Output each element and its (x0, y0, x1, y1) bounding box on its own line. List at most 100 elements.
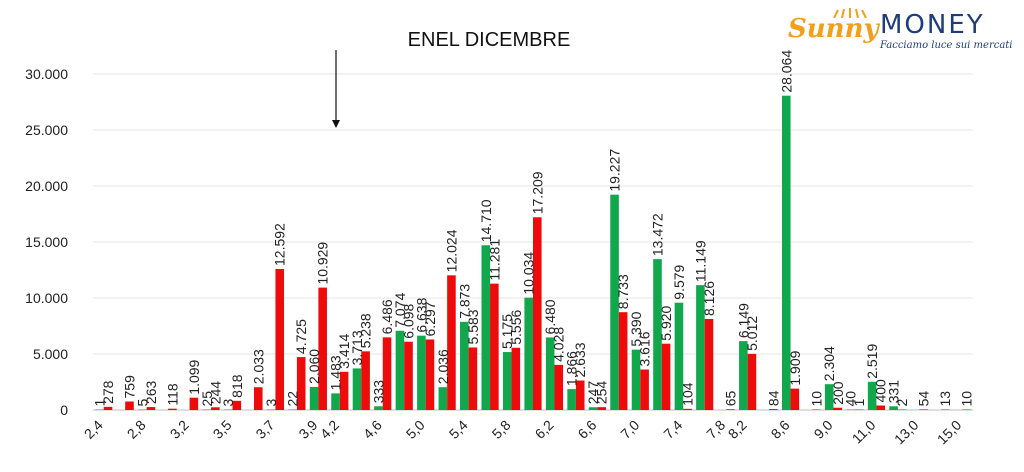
put-data-label: 54 (916, 391, 932, 407)
put-bar (447, 275, 456, 410)
call-data-label: 28.064 (778, 50, 794, 93)
call-data-label: 19.227 (607, 149, 623, 192)
call-data-label: 6.638 (413, 297, 429, 332)
call-bar (331, 393, 340, 410)
logo-tagline: Facciamo luce sui mercati (880, 40, 1013, 51)
put-bar (125, 401, 134, 410)
put-data-label: 65 (722, 390, 738, 406)
call-bar (524, 297, 533, 410)
put-data-label: 84 (765, 390, 781, 406)
put-bar (833, 407, 843, 410)
x-tick-label: 3,5 (210, 417, 235, 442)
call-bar (674, 302, 684, 410)
put-bar (253, 387, 263, 410)
put-data-label: 818 (229, 374, 245, 398)
call-bar (417, 335, 426, 410)
put-bar (296, 357, 306, 410)
call-bar (288, 409, 297, 410)
call-bar (653, 259, 662, 410)
put-data-label: 2.033 (250, 349, 266, 384)
call-bar (824, 384, 834, 410)
put-bar (232, 400, 242, 410)
arrow-down-icon (332, 120, 340, 128)
x-tick-label: 3,2 (167, 417, 192, 442)
put-bar (168, 408, 177, 410)
x-tick-label: 7,4 (660, 417, 685, 442)
put-data-label: 759 (121, 375, 137, 399)
put-bar (490, 283, 499, 410)
call-data-label: 3 (220, 399, 236, 407)
x-tick-label: 4,2 (317, 417, 342, 442)
x-tick-label: 13,0 (891, 417, 922, 448)
call-bar (889, 406, 898, 410)
brand-logo: Sunny MONEY Facciamo luce sui mercati (788, 8, 1018, 54)
x-tick-label: 11,0 (849, 417, 879, 447)
put-bar (640, 369, 649, 410)
call-bar (374, 406, 383, 410)
call-bar (696, 285, 705, 410)
put-bar (919, 409, 928, 410)
put-bar (812, 409, 821, 410)
put-bar (726, 409, 735, 410)
y-tick-label: 25.000 (25, 122, 68, 138)
put-bar (404, 341, 413, 410)
call-bar (438, 387, 448, 410)
call-data-label: 1.483 (328, 355, 344, 390)
put-bar (940, 409, 950, 410)
put-data-label: 5.012 (744, 316, 760, 351)
call-data-label: 2.036 (435, 349, 451, 384)
call-data-label: 1 (91, 399, 107, 407)
y-axis-ticks: 0 5.000 10.000 15.000 20.000 25.000 30.000 (25, 66, 68, 418)
put-bar (575, 380, 585, 410)
put-data-label: 104 (680, 382, 696, 406)
put-data-label: 278 (100, 380, 116, 404)
call-data-label: 9.579 (671, 264, 687, 299)
call-data-label: 247 (585, 381, 601, 405)
call-data-label: 3 (263, 399, 279, 407)
call-data-label: 5.390 (628, 311, 644, 346)
put-bar (361, 351, 370, 410)
x-tick-label: 9,0 (811, 417, 836, 442)
put-bar (468, 347, 478, 410)
call-data-label: 25 (199, 391, 215, 407)
call-data-label: 7.873 (456, 284, 472, 319)
put-data-label: 6.486 (379, 299, 395, 334)
put-bar (683, 408, 692, 410)
x-tick-label: 6,6 (574, 417, 599, 442)
call-bar (95, 409, 104, 410)
call-data-label: 22 (285, 391, 301, 407)
put-data-label: 12.024 (443, 229, 459, 272)
x-tick-label: 5,8 (489, 417, 514, 442)
put-bar (382, 337, 392, 410)
x-tick-label: 4,6 (360, 417, 385, 442)
put-data-label: 200 (830, 381, 846, 405)
call-data-label: 40 (843, 391, 859, 407)
put-bar (769, 409, 778, 410)
put-bar (747, 353, 757, 410)
put-data-label: 1.909 (787, 350, 803, 385)
call-data-label: 333 (370, 380, 386, 404)
call-data-label: 10.034 (521, 252, 537, 295)
x-tick-label: 2,8 (124, 417, 149, 442)
call-data-label: 2.304 (821, 346, 837, 381)
put-data-label: 2.633 (572, 342, 588, 377)
put-data-label: 5.238 (358, 313, 374, 348)
call-data-label: 7.074 (392, 293, 408, 328)
x-tick-label: 3,7 (252, 417, 277, 442)
call-data-label: 2.519 (864, 344, 880, 379)
call-bar (545, 337, 555, 410)
put-data-label: 8.126 (701, 281, 717, 316)
call-bar (460, 321, 469, 410)
call-data-label: 14.710 (478, 199, 494, 242)
call-bar (739, 341, 748, 410)
put-data-label: 244 (207, 381, 223, 405)
call-bar (781, 95, 791, 410)
y-tick-label: 15.000 (25, 234, 68, 250)
put-bar (318, 287, 327, 410)
call-bar (309, 386, 319, 410)
bars (95, 95, 971, 410)
annotation-arrow (332, 50, 340, 128)
call-data-label: 5.175 (499, 314, 515, 349)
